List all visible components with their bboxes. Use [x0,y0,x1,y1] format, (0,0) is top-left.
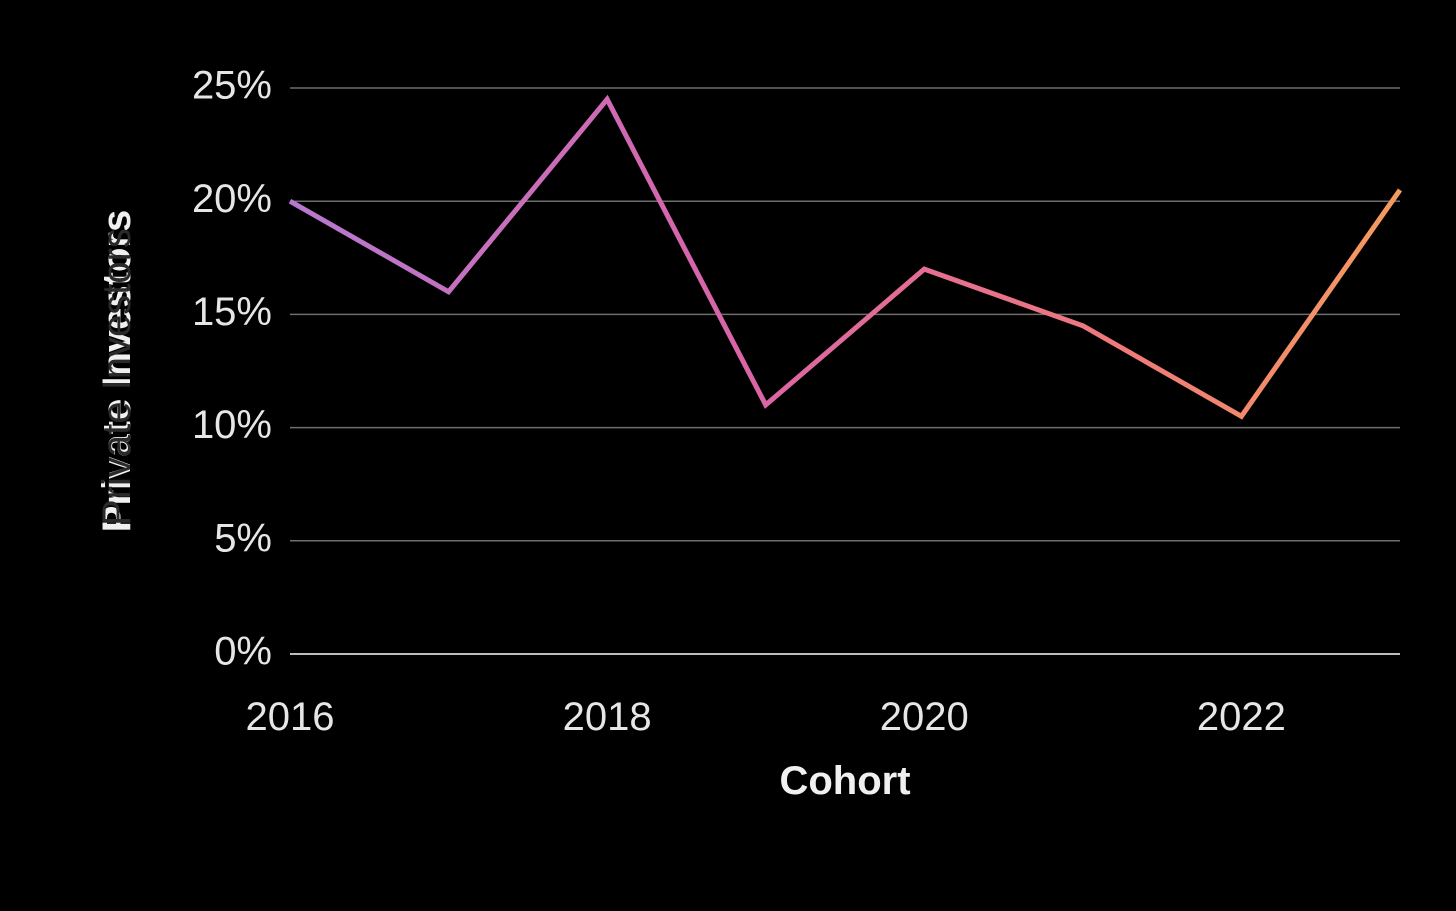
line-chart: 0% 5% 10% 15% 20% 25% 2016 2018 2020 2022 Cohort Pr… [0,0,1456,911]
chart-container: 0% 5% 10% 15% 20% 25% 2016 2018 2020 2022 Cohort Pr… [0,0,1456,911]
x-tick-label: 2022 [1197,695,1286,739]
x-tick-label: 2018 [563,695,652,739]
x-tick-label: 2020 [880,695,969,739]
x-axis-title: Cohort [779,759,910,803]
y-tick-label: 20% [192,177,272,221]
x-tick-label: 2016 [246,695,335,739]
y-tick-label: 15% [192,290,272,334]
y-tick-label: 25% [192,64,272,108]
y-tick-label: 0% [214,630,272,674]
y-tick-label: 5% [214,516,272,560]
y-axis-title: Private Investors [95,210,139,532]
y-tick-label: 10% [192,403,272,447]
